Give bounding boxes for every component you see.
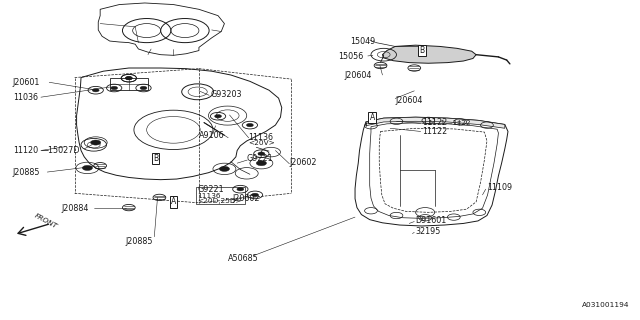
Circle shape xyxy=(220,166,230,172)
Text: 11136: 11136 xyxy=(248,133,274,142)
Circle shape xyxy=(111,86,118,90)
Text: A9106: A9106 xyxy=(199,131,225,140)
Text: FRONT: FRONT xyxy=(33,212,58,229)
Text: 15056: 15056 xyxy=(338,52,363,61)
Text: J20885: J20885 xyxy=(125,237,153,246)
Text: <20D,25D>: <20D,25D> xyxy=(198,198,243,204)
Circle shape xyxy=(125,76,132,80)
Polygon shape xyxy=(380,128,487,212)
Text: B: B xyxy=(153,154,158,163)
Text: B: B xyxy=(419,46,424,55)
Circle shape xyxy=(214,115,221,118)
Text: 32195: 32195 xyxy=(415,227,441,236)
Text: J20602: J20602 xyxy=(289,158,317,167)
Text: A: A xyxy=(171,197,176,206)
Bar xyxy=(196,187,246,204)
Text: —1—1—1‡22: —1—1—1‡22 xyxy=(422,120,472,125)
Text: 11036: 11036 xyxy=(13,93,38,102)
Text: G9221: G9221 xyxy=(198,185,224,194)
Text: 11120: 11120 xyxy=(13,146,38,155)
Polygon shape xyxy=(366,117,505,128)
Text: 11136: 11136 xyxy=(198,193,221,198)
Text: J20604: J20604 xyxy=(344,71,372,80)
Text: A50685: A50685 xyxy=(228,254,259,263)
Text: J20885: J20885 xyxy=(13,168,40,177)
Text: A: A xyxy=(370,113,375,122)
Circle shape xyxy=(252,193,259,196)
Polygon shape xyxy=(99,3,225,55)
Text: J20602: J20602 xyxy=(232,194,260,203)
Text: A031001194: A031001194 xyxy=(582,301,629,308)
Circle shape xyxy=(92,89,99,92)
Text: 11122: 11122 xyxy=(422,127,447,136)
Text: G93203: G93203 xyxy=(211,90,242,99)
Text: 11122: 11122 xyxy=(422,118,447,127)
Circle shape xyxy=(258,152,265,156)
Text: D91601: D91601 xyxy=(415,216,447,225)
Circle shape xyxy=(256,161,266,166)
Circle shape xyxy=(125,76,132,80)
Circle shape xyxy=(237,188,244,191)
Circle shape xyxy=(246,124,253,127)
Circle shape xyxy=(83,165,93,171)
Text: —15027D: —15027D xyxy=(41,146,81,155)
Polygon shape xyxy=(77,68,282,180)
Polygon shape xyxy=(370,123,499,218)
Text: 15049: 15049 xyxy=(351,36,376,45)
Bar xyxy=(109,77,148,90)
Text: J20884: J20884 xyxy=(62,204,90,213)
Polygon shape xyxy=(383,45,476,63)
Polygon shape xyxy=(355,117,508,226)
Text: <20V>: <20V> xyxy=(248,140,275,146)
Text: 11109: 11109 xyxy=(487,183,512,192)
Text: J20601: J20601 xyxy=(13,78,40,87)
Circle shape xyxy=(140,86,147,90)
Text: J20604: J20604 xyxy=(395,96,422,105)
Text: G9221: G9221 xyxy=(246,154,273,163)
Circle shape xyxy=(91,140,100,145)
